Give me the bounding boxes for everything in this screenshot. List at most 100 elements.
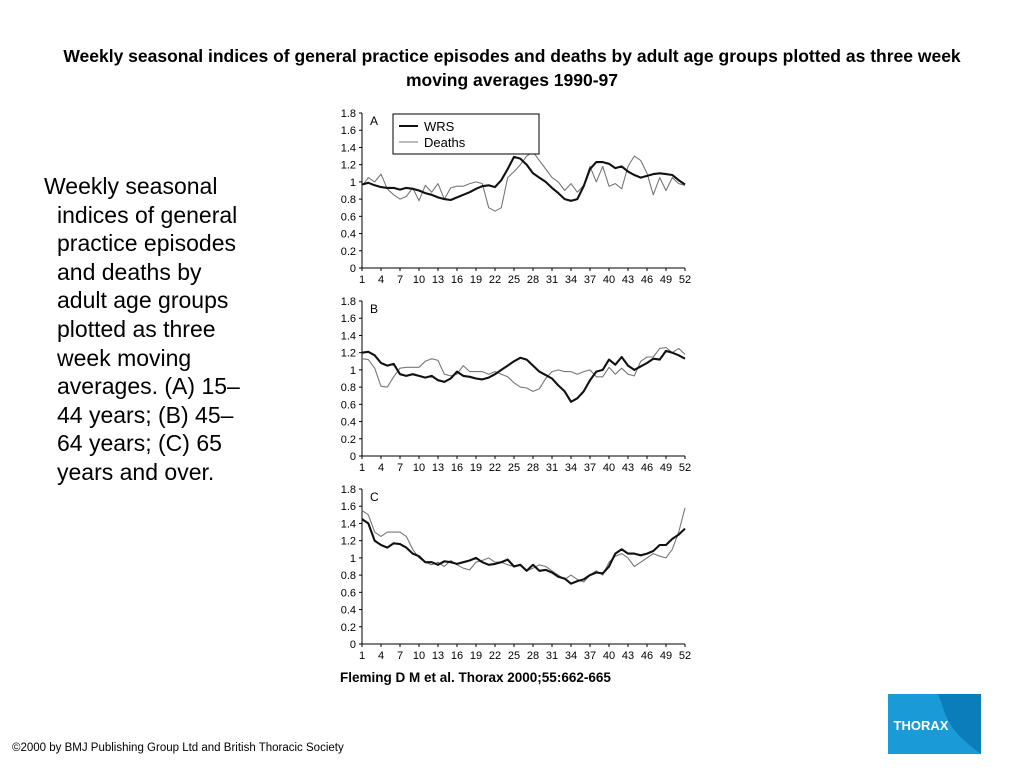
citation: Fleming D M et al. Thorax 2000;55:662-66… (340, 670, 611, 685)
slide-title: Weekly seasonal indices of general pract… (63, 46, 961, 90)
x-tick-label: 19 (470, 462, 482, 474)
y-tick-label: 1.4 (341, 518, 356, 530)
series-line-wrs-b (361, 349, 686, 403)
x-tick-label: 10 (413, 462, 425, 474)
legend-label-wrs: WRS (424, 119, 455, 134)
panel-label-c: C (370, 490, 379, 504)
logo-text: THORAX (894, 718, 949, 733)
y-tick-label: 1.6 (341, 313, 356, 325)
y-tick-label: 1.4 (341, 142, 356, 154)
chart-figure: 00.20.40.60.811.21.41.61.81 4 7 10 13 16 19 22 2… (341, 108, 691, 662)
x-tick-label: 7 (397, 650, 403, 662)
legend-box (392, 113, 540, 155)
legend-label-deaths: Deaths (424, 135, 466, 150)
x-tick-label: 40 (603, 650, 615, 662)
x-tick-label: 25 (508, 650, 520, 662)
thorax-logo: THORAX (888, 694, 981, 754)
y-tick-label: 1.8 (341, 484, 356, 496)
x-tick-label: 1 (359, 274, 365, 286)
series-line-wrs-c (361, 518, 686, 585)
x-tick-label: 31 (546, 650, 558, 662)
y-tick-label: 0.4 (341, 229, 356, 241)
x-tick-label: 19 (470, 274, 482, 286)
y-tick-label: 1.8 (341, 108, 356, 120)
x-tick-label: 40 (603, 274, 615, 286)
y-tick-label: 1.4 (341, 330, 356, 342)
logo-accent-shape (938, 694, 981, 754)
x-tick-label: 10 (413, 274, 425, 286)
x-tick-label: 1 (359, 650, 365, 662)
x-tick-label: 28 (527, 650, 539, 662)
y-tick-label: 0.2 (341, 622, 356, 634)
x-tick-label: 46 (641, 274, 653, 286)
x-tick-label: 10 (413, 650, 425, 662)
x-tick-label: 49 (660, 462, 672, 474)
y-tick-label: 0 (350, 451, 356, 463)
y-tick-label: 0.8 (341, 570, 356, 582)
y-tick-label: 1.8 (341, 296, 356, 308)
x-tick-label: 16 (451, 650, 463, 662)
x-tick-label: 37 (584, 274, 596, 286)
x-tick-label: 40 (603, 462, 615, 474)
x-tick-label: 13 (432, 274, 444, 286)
x-tick-label: 7 (397, 462, 403, 474)
x-tick-label: 28 (527, 274, 539, 286)
x-tick-label: 25 (508, 274, 520, 286)
y-tick-label: 0.6 (341, 399, 356, 411)
series-line-wrs-a (361, 155, 686, 202)
x-tick-label: 7 (397, 274, 403, 286)
x-tick-label: 16 (451, 274, 463, 286)
x-tick-label: 34 (565, 650, 577, 662)
y-tick-label: 1 (350, 365, 356, 377)
x-tick-label: 49 (660, 274, 672, 286)
x-tick-label: 4 (378, 462, 384, 474)
x-tick-label: 49 (660, 650, 672, 662)
x-tick-label: 4 (378, 650, 384, 662)
figure-caption: Weekly seasonal indices of general pract… (44, 173, 240, 485)
x-tick-label: 22 (489, 274, 501, 286)
panel-label-b: B (370, 302, 378, 316)
y-tick-label: 0.4 (341, 605, 356, 617)
y-tick-label: 0.8 (341, 194, 356, 206)
x-tick-label: 22 (489, 650, 501, 662)
y-tick-label: 1.6 (341, 125, 356, 137)
y-tick-label: 0 (350, 263, 356, 275)
y-tick-label: 1.2 (341, 160, 356, 172)
x-tick-label: 34 (565, 462, 577, 474)
x-tick-label: 1 (359, 462, 365, 474)
series-line-deaths-c (361, 507, 686, 583)
x-tick-label: 46 (641, 650, 653, 662)
x-tick-label: 52 (679, 650, 691, 662)
y-tick-label: 1 (350, 553, 356, 565)
y-tick-label: 0 (350, 639, 356, 651)
x-tick-label: 13 (432, 650, 444, 662)
copyright-notice: ©2000 by BMJ Publishing Group Ltd and Br… (12, 742, 344, 754)
y-tick-label: 1.2 (341, 348, 356, 360)
y-tick-label: 0.6 (341, 587, 356, 599)
x-tick-label: 19 (470, 650, 482, 662)
x-tick-label: 43 (622, 274, 634, 286)
y-tick-label: 1.2 (341, 536, 356, 548)
series-line-deaths-b (361, 346, 686, 392)
x-tick-label: 34 (565, 274, 577, 286)
x-tick-label: 4 (378, 274, 384, 286)
x-tick-label: 43 (622, 650, 634, 662)
y-tick-label: 0.8 (341, 382, 356, 394)
y-tick-label: 0.6 (341, 211, 356, 223)
x-tick-label: 52 (679, 462, 691, 474)
x-tick-label: 22 (489, 462, 501, 474)
x-tick-label: 13 (432, 462, 444, 474)
y-tick-label: 0.4 (341, 417, 356, 429)
y-tick-label: 1 (350, 177, 356, 189)
x-tick-label: 37 (584, 462, 596, 474)
y-tick-label: 0.2 (341, 434, 356, 446)
x-tick-label: 31 (546, 462, 558, 474)
panel-label-a: A (370, 114, 378, 128)
x-tick-label: 25 (508, 462, 520, 474)
x-tick-label: 52 (679, 274, 691, 286)
x-tick-label: 28 (527, 462, 539, 474)
x-tick-label: 43 (622, 462, 634, 474)
x-tick-label: 46 (641, 462, 653, 474)
y-tick-label: 1.6 (341, 501, 356, 513)
x-tick-label: 31 (546, 274, 558, 286)
